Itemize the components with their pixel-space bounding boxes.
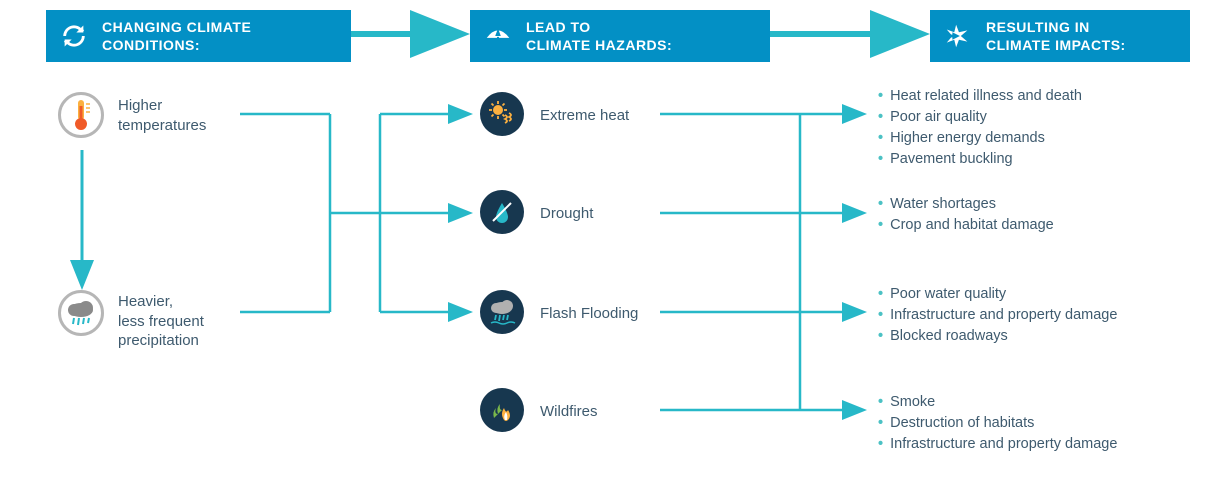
header-conditions: CHANGING CLIMATE CONDITIONS: xyxy=(46,10,351,62)
hazard-flash-flooding-label: Flash Flooding xyxy=(540,304,638,324)
header-impacts-line2: CLIMATE IMPACTS: xyxy=(986,36,1126,54)
refresh-icon xyxy=(58,20,90,52)
header-hazards-line1: LEAD TO xyxy=(526,18,672,36)
wildfire-icon xyxy=(480,388,524,432)
condition-precip-label: Heavier, less frequent precipitation xyxy=(118,292,204,351)
no-water-icon xyxy=(480,190,524,234)
header-impacts-line1: RESULTING IN xyxy=(986,18,1126,36)
impacts-drought: Water shortages Crop and habitat damage xyxy=(878,194,1054,236)
thermometer-icon xyxy=(58,92,104,138)
header-hazards-line2: CLIMATE HAZARDS: xyxy=(526,36,672,54)
hazard-wildfires-label: Wildfires xyxy=(540,402,598,422)
impacts-flash-flooding: Poor water quality Infrastructure and pr… xyxy=(878,284,1117,347)
burst-arrow-icon xyxy=(942,20,974,52)
storm-cloud-icon xyxy=(480,290,524,334)
header-hazards: LEAD TO CLIMATE HAZARDS: xyxy=(470,10,770,62)
hazard-extreme-heat-label: Extreme heat xyxy=(540,106,629,126)
rain-cloud-icon xyxy=(58,290,104,336)
warning-umbrella-icon xyxy=(482,20,514,52)
impacts-extreme-heat: Heat related illness and death Poor air … xyxy=(878,86,1082,170)
hazard-drought-label: Drought xyxy=(540,204,593,224)
condition-higher-temp-label: Higher temperatures xyxy=(118,96,206,135)
impacts-wildfires: Smoke Destruction of habitats Infrastruc… xyxy=(878,392,1117,455)
header-conditions-line2: CONDITIONS: xyxy=(102,36,251,54)
sun-heat-icon xyxy=(480,92,524,136)
header-impacts: RESULTING IN CLIMATE IMPACTS: xyxy=(930,10,1190,62)
header-conditions-line1: CHANGING CLIMATE xyxy=(102,18,251,36)
